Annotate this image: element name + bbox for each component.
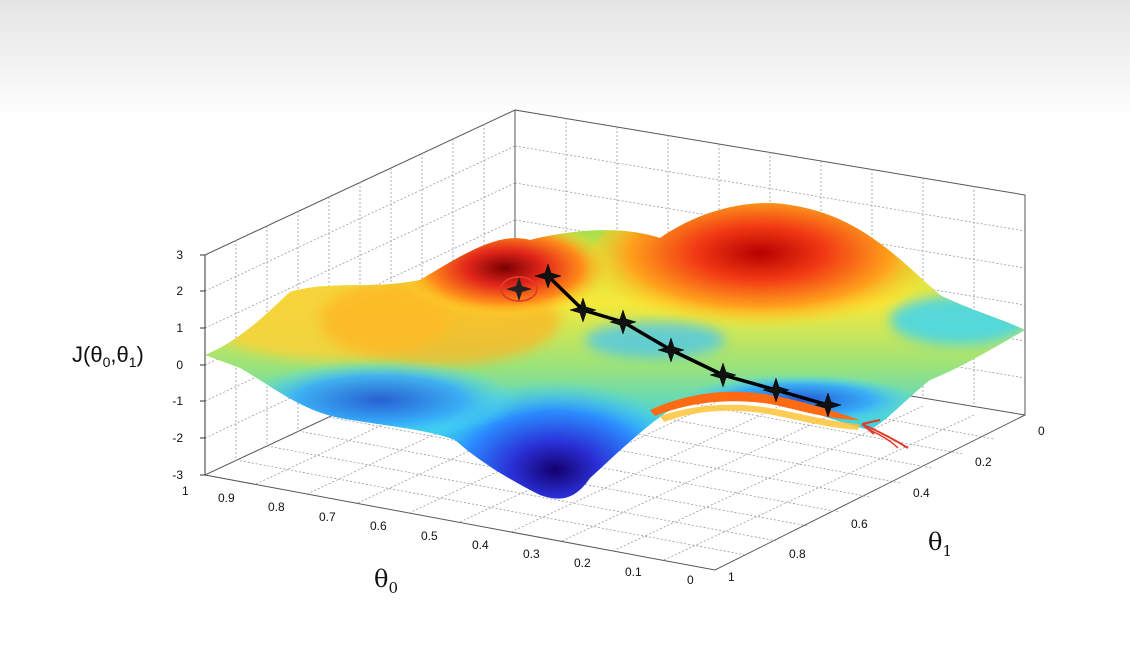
y-tick-label: 0.6	[851, 517, 868, 531]
theta0-axis: 1 0.9 0.8 0.7 0.6 0.5 0.4 0.3 0.2 0.1 0	[182, 484, 694, 587]
red-pointer-arrow	[861, 419, 909, 449]
x-tick-label: 0.8	[268, 500, 285, 514]
z-tick-label: 3	[176, 248, 183, 262]
z-axis: 3 2 1 0 -1 -2 -3	[172, 248, 206, 482]
cost-surface	[205, 203, 1025, 499]
path-point	[609, 309, 637, 335]
y-tick-label: 0	[1038, 424, 1045, 438]
x-tick-label: 0.1	[625, 565, 642, 579]
y-tick-label: 0.2	[975, 455, 992, 469]
x-tick-label: 0.9	[218, 491, 235, 505]
x-tick-label: 0.7	[319, 510, 336, 524]
path-point	[569, 297, 597, 323]
x-tick-label: 0.6	[370, 519, 387, 533]
z-tick-label: -3	[172, 468, 183, 482]
z-tick-label: -2	[172, 431, 183, 445]
descent-path	[534, 263, 842, 418]
x-tick-label: 1	[182, 484, 189, 498]
path-point	[762, 377, 790, 403]
z-tick-label: -1	[172, 394, 183, 408]
y-axis-label: θ1	[928, 528, 952, 560]
start-marker	[500, 276, 538, 302]
path-point	[657, 337, 685, 363]
x-tick-label: 0.4	[472, 538, 489, 552]
path-point	[814, 392, 842, 418]
y-tick-label: 0.4	[913, 486, 930, 500]
path-point	[709, 362, 737, 388]
y-tick-label: 1	[728, 570, 735, 584]
x-tick-label: 0.2	[574, 556, 591, 570]
x-tick-label: 0.3	[523, 547, 540, 561]
z-tick-label: 0	[176, 358, 183, 372]
path-point	[534, 263, 562, 289]
z-tick-label: 1	[176, 321, 183, 335]
top-gradient-band	[0, 0, 1130, 120]
x-axis-label: θ0	[374, 565, 398, 597]
y-tick-label: 0.8	[789, 547, 806, 561]
theta1-axis: 0 0.2 0.4 0.6 0.8 1	[728, 424, 1045, 584]
x-tick-label: 0.5	[421, 529, 438, 543]
x-tick-label: 0	[687, 573, 694, 587]
z-tick-label: 2	[176, 284, 183, 298]
z-axis-label: J(θ0,θ1)	[72, 342, 144, 370]
